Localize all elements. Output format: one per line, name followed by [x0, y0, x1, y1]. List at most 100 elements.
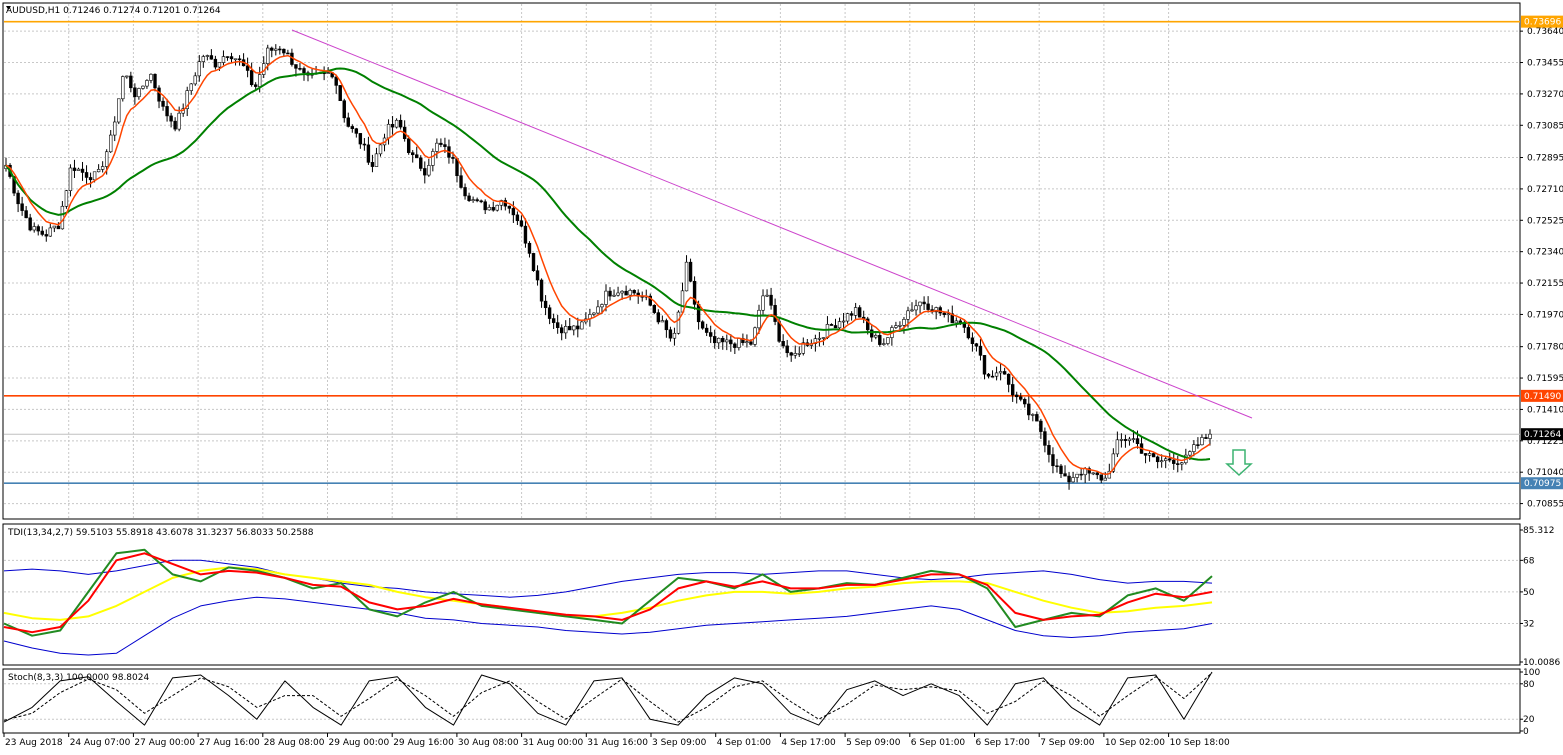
- tdi-header: TDI(13,34,2,7) 59.5103 55.8918 43.6078 3…: [7, 528, 314, 538]
- stoch-tick-label: 100: [1523, 668, 1540, 678]
- candle-body: [233, 58, 238, 61]
- stoch-tick-label: 20: [1523, 715, 1535, 725]
- candle-body: [866, 318, 870, 331]
- time-label: 30 Aug 08:00: [458, 738, 519, 748]
- candle-body: [249, 70, 254, 86]
- candle-body: [882, 343, 886, 345]
- candle-body: [656, 312, 661, 323]
- price-tag-resistance_mid: 0.71490: [1524, 392, 1561, 402]
- candle-body: [1047, 445, 1051, 455]
- candle-body: [1027, 403, 1031, 416]
- price-tick-label: 0.71970: [1527, 310, 1563, 320]
- candle-body: [302, 68, 306, 74]
- candle-body: [121, 76, 125, 100]
- candle-body: [652, 304, 657, 313]
- tdi-tick-label: 68: [1523, 556, 1535, 566]
- candle-body: [519, 220, 524, 227]
- candle-body: [370, 162, 375, 167]
- price-tick-label: 0.72340: [1527, 248, 1563, 258]
- candle-body: [165, 106, 169, 117]
- candle-body: [60, 205, 65, 230]
- stoch-main-line: [3, 671, 1213, 726]
- candle-body: [515, 214, 520, 222]
- candle-body: [624, 290, 628, 296]
- candle-body: [708, 332, 713, 337]
- candle-body: [1123, 439, 1128, 441]
- tdi-tick-label: 50: [1523, 588, 1535, 598]
- candle-body: [431, 151, 435, 166]
- price-tick-label: 0.73085: [1527, 121, 1563, 131]
- candle-body: [797, 353, 801, 355]
- candle-body: [721, 337, 725, 343]
- candle-body: [378, 144, 383, 155]
- candle-body: [366, 144, 371, 163]
- candle-body: [411, 152, 415, 156]
- price-tag-current: 0.71264: [1524, 430, 1561, 440]
- price-tick-label: 0.73640: [1527, 27, 1563, 37]
- candle-body: [137, 88, 141, 98]
- candle-body: [648, 295, 652, 306]
- candle-body: [596, 306, 600, 314]
- candle-body: [1035, 414, 1039, 422]
- candle-body: [1087, 468, 1091, 474]
- candle-body: [737, 338, 741, 348]
- candle-body: [266, 47, 270, 64]
- time-label: 27 Aug 16:00: [199, 738, 260, 748]
- tdi-volatility_band_upper-line: [3, 559, 1213, 598]
- candle-body: [745, 341, 749, 344]
- candle-body: [765, 294, 769, 297]
- candle-body: [435, 142, 439, 152]
- candle-body: [237, 58, 242, 61]
- candle-body: [733, 343, 737, 348]
- price-tags: 0.73696 0.71490 0.71264 0.70975: [1521, 15, 1563, 490]
- candle-body: [1196, 444, 1200, 446]
- stoch-tick-label: 80: [1523, 680, 1535, 690]
- candle-body: [559, 327, 564, 334]
- time-label: 4 Sep 01:00: [717, 738, 772, 748]
- stoch-panel-frame: [2, 668, 1521, 734]
- candle-body: [910, 309, 914, 312]
- candle-body: [354, 128, 359, 134]
- candle-body: [390, 123, 395, 128]
- candle-body: [149, 73, 153, 81]
- collapse-triangle-icon[interactable]: [6, 6, 11, 10]
- main-grid: [4, 4, 1520, 518]
- candle-body: [664, 320, 669, 331]
- price-tick-label: 0.72895: [1527, 154, 1563, 164]
- candle-body: [487, 207, 491, 211]
- time-label: 24 Aug 07:00: [70, 738, 131, 748]
- candle-body: [934, 307, 938, 313]
- candle-body: [1015, 394, 1019, 398]
- candle-body: [1111, 453, 1116, 472]
- candle-body: [704, 327, 709, 333]
- candle-body: [616, 292, 620, 296]
- candle-body: [362, 143, 367, 146]
- candle-body: [898, 325, 902, 327]
- candle-body: [24, 210, 28, 219]
- candle-body: [1103, 477, 1107, 481]
- tdi-tick-label: 85.312: [1523, 526, 1555, 536]
- candle-body: [88, 177, 93, 181]
- candle-body: [531, 253, 536, 272]
- candle-body: [415, 154, 419, 159]
- time-axis: 23 Aug 2018 24 Aug 07:00 27 Aug 00:00 27 Au…: [3, 733, 1230, 748]
- candle-body: [153, 73, 157, 89]
- time-label: 29 Aug 00:00: [329, 738, 390, 748]
- candle-body: [298, 68, 302, 70]
- candles: [4, 44, 1212, 490]
- candle-body: [1180, 462, 1184, 465]
- main-panel-frame: [2, 2, 1521, 520]
- candle-body: [757, 309, 761, 329]
- candle-body: [129, 75, 133, 89]
- candle-body: [511, 208, 516, 216]
- candle-body: [1095, 472, 1099, 476]
- time-label: 3 Sep 09:00: [652, 738, 707, 748]
- candle-body: [660, 320, 665, 323]
- candle-body: [64, 190, 69, 207]
- candle-body: [568, 326, 572, 331]
- candle-body: [274, 48, 278, 51]
- candle-body: [982, 355, 987, 375]
- candle-body: [253, 84, 258, 87]
- candle-body: [229, 56, 234, 60]
